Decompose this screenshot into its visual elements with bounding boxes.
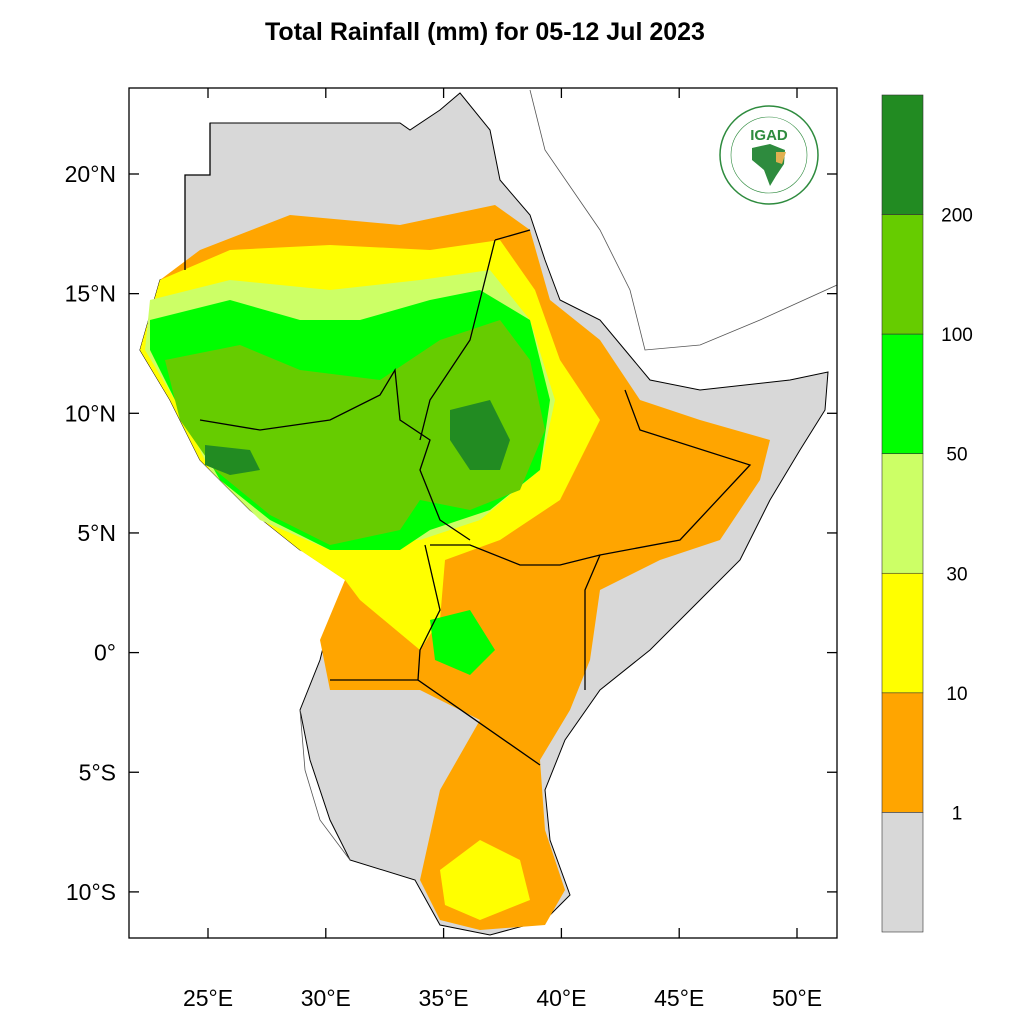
colorbar-label: 50 [946,445,967,466]
colorbar-label: 100 [941,325,973,346]
lat-tick-label: 15°N [65,281,116,307]
lat-tick-label: 5°S [79,759,116,785]
lon-tick-label: 25°E [183,985,233,1011]
lat-tick-label: 20°N [65,161,116,187]
red-sea-coast [529,89,837,351]
lat-tick-label: 5°N [77,520,116,546]
rain-zone-50-100-kenya [430,610,495,675]
colorbar-label: 10 [946,684,967,705]
colorbar-segment [881,333,924,455]
lat-tick-label: 0° [94,640,116,666]
igad-logo: IGAD [719,105,819,205]
lat-tick-label: 10°S [66,879,116,905]
lake-tanganyika [299,709,351,861]
lon-tick-label: 45°E [654,985,704,1011]
country-borders [184,123,752,766]
lon-tick-label: 30°E [301,985,351,1011]
lon-tick-label: 40°E [536,985,586,1011]
logo-text: IGAD [750,127,788,144]
axis-ticks: 25°E 30°E 35°E 40°E 45°E 50°E 20°N 15°N 10°N 5°N 0… [65,88,837,1011]
colorbar: 200 100 50 30 10 1 [881,94,973,933]
chart-title: Total Rainfall (mm) for 05-12 Jul 2023 [265,18,705,46]
lon-tick-label: 50°E [772,985,822,1011]
colorbar-label: 1 [952,803,963,824]
colorbar-segment [881,453,924,574]
rain-zone-over-200 [450,400,510,470]
colorbar-segment [881,214,924,335]
rain-zone-10-30-south [440,840,530,920]
colorbar-segment [881,94,924,215]
colorbar-segment [881,812,924,933]
colorbar-label: 30 [946,564,967,585]
lon-tick-label: 35°E [419,985,469,1011]
lat-tick-label: 10°N [65,400,116,426]
colorbar-label: 200 [941,206,973,227]
rain-zone-100-200 [165,320,545,545]
colorbar-segment [881,572,924,694]
map-frame [128,87,838,939]
rain-zone-over-200-west [205,445,260,475]
colorbar-segment [881,692,924,813]
